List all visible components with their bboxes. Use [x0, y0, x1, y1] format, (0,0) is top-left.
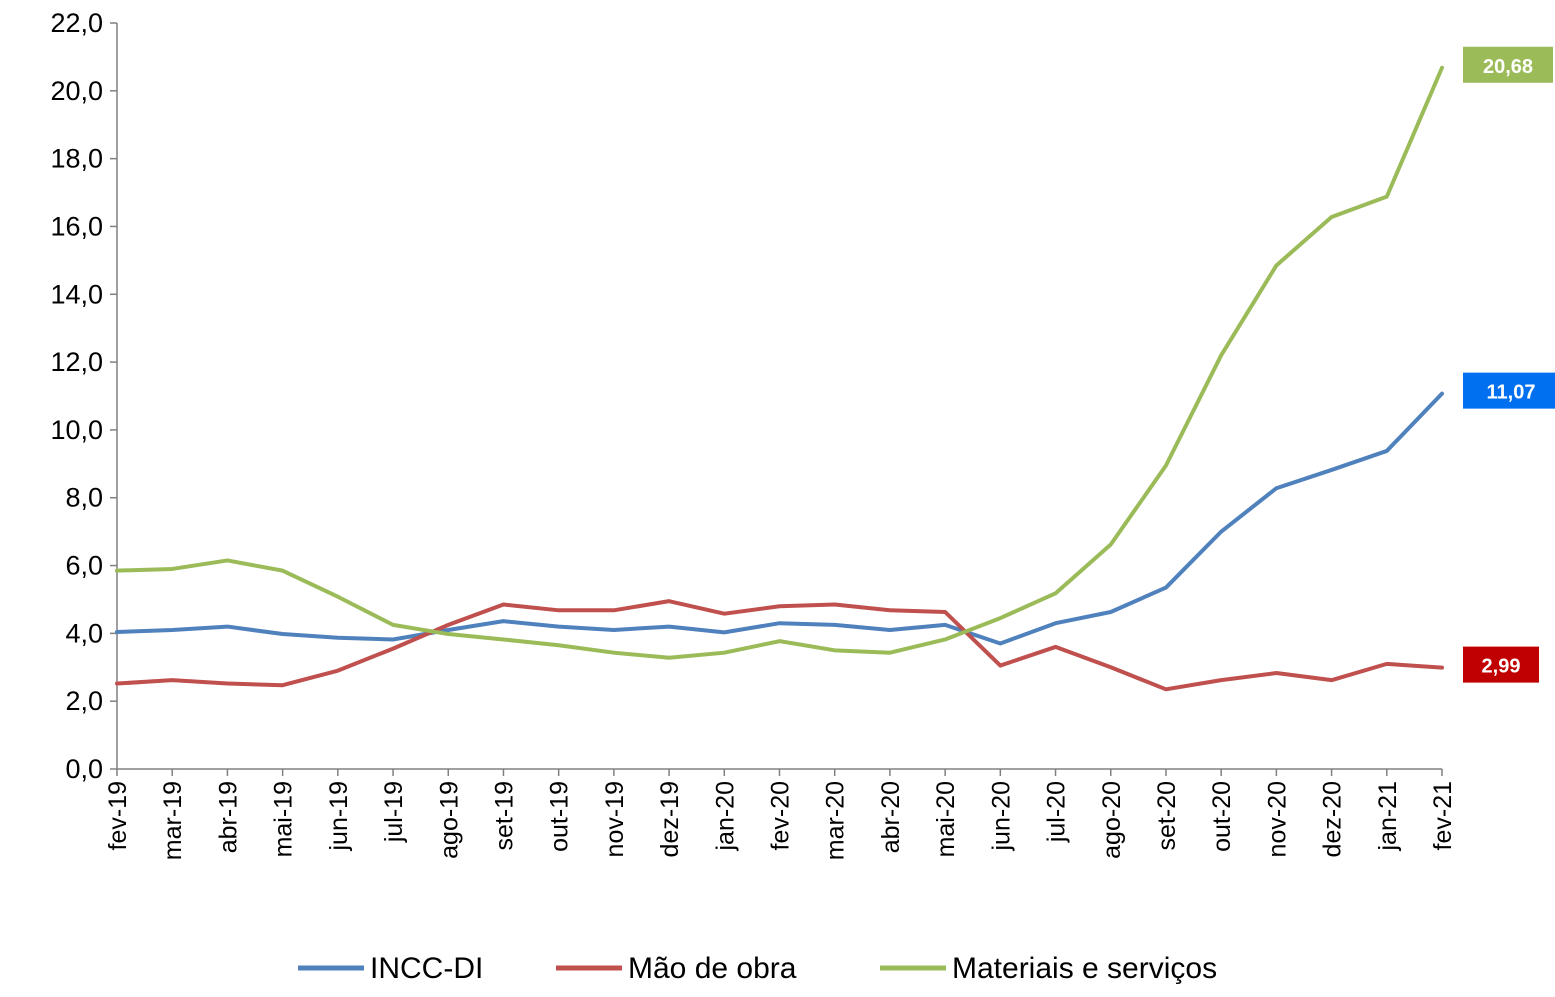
x-tick-label: jan-20	[711, 781, 739, 852]
x-tick-label: ago-19	[435, 781, 463, 859]
end-label-text: 20,68	[1483, 56, 1533, 78]
y-tick-label: 12,0	[50, 347, 103, 377]
y-tick-label: 22,0	[50, 8, 103, 38]
series-lines	[115, 65, 1444, 692]
x-tick-label: jun-20	[987, 781, 1015, 852]
end-label-text: 2,99	[1482, 656, 1521, 678]
y-tick-label: 4,0	[65, 618, 103, 648]
end-label-box	[1463, 46, 1553, 83]
x-tick-label: fev-19	[104, 781, 132, 850]
end-labels: 11,07 2,99 20,68	[1463, 46, 1555, 683]
end-label-3: 20,68	[1463, 46, 1553, 83]
x-tick-label: jul-20	[1043, 781, 1071, 843]
legend-item-1: INCC-DI	[298, 952, 483, 985]
x-tick-label: set-20	[1153, 781, 1181, 850]
y-tick-label: 2,0	[65, 686, 103, 716]
y-tick-label: 6,0	[65, 551, 103, 581]
y-tick-label: 10,0	[50, 415, 103, 445]
end-label-text: 11,07	[1487, 382, 1536, 404]
end-label-2: 2,99	[1463, 646, 1539, 683]
x-tick-label: mai-20	[932, 781, 960, 857]
x-tick-label: jan-21	[1374, 781, 1402, 852]
x-tick-label: nov-20	[1263, 781, 1291, 857]
x-tick-label: out-20	[1208, 781, 1236, 852]
x-tick-label: out-19	[546, 781, 574, 852]
legend-label: INCC-DI	[370, 952, 483, 985]
end-label-box	[1463, 646, 1539, 683]
y-axis: 0,0 2,0 4,0 6,0 8,0 10,0 12,0 14,0 16,0 18,0 20,0 2…	[50, 8, 118, 784]
y-tick-label: 20,0	[50, 76, 103, 106]
y-tick-label: 18,0	[50, 144, 103, 174]
end-label-box	[1463, 372, 1555, 409]
series-line-3	[115, 65, 1444, 660]
y-tick-label: 0,0	[65, 754, 103, 784]
y-tick-label: 14,0	[50, 279, 103, 309]
series-line-2	[115, 599, 1444, 692]
x-tick-label: dez-19	[656, 781, 684, 857]
legend-item-2: Mão de obra	[556, 952, 797, 985]
x-tick-label: jun-19	[325, 781, 353, 852]
x-tick-label: mar-19	[159, 781, 187, 860]
x-tick-label: abr-20	[877, 781, 905, 853]
x-tick-label: set-19	[490, 781, 518, 850]
y-tick-label: 16,0	[50, 211, 103, 241]
series-line-1	[115, 391, 1444, 646]
x-tick-label: nov-19	[601, 781, 629, 857]
legend-item-3: Materiais e serviços	[880, 952, 1217, 985]
x-tick-label: ago-20	[1098, 781, 1126, 859]
x-tick-label: jul-19	[380, 781, 408, 843]
y-tick-label: 8,0	[65, 483, 103, 513]
x-tick-label: mai-19	[270, 781, 298, 857]
legend: INCC-DI Mão de obra Materiais e serviços	[298, 952, 1217, 985]
x-tick-label: dez-20	[1319, 781, 1347, 857]
x-tick-label: abr-19	[214, 781, 242, 853]
end-label-1: 11,07	[1463, 372, 1555, 409]
x-tick-label: mar-20	[822, 781, 850, 860]
legend-label: Materiais e serviços	[952, 952, 1217, 985]
x-tick-label: fev-21	[1429, 781, 1457, 850]
x-axis: fev-19 mar-19 abr-19 mai-19 jun-19 jul-19 ago-…	[104, 768, 1457, 860]
legend-label: Mão de obra	[628, 952, 797, 985]
x-tick-label: fev-20	[767, 781, 795, 850]
